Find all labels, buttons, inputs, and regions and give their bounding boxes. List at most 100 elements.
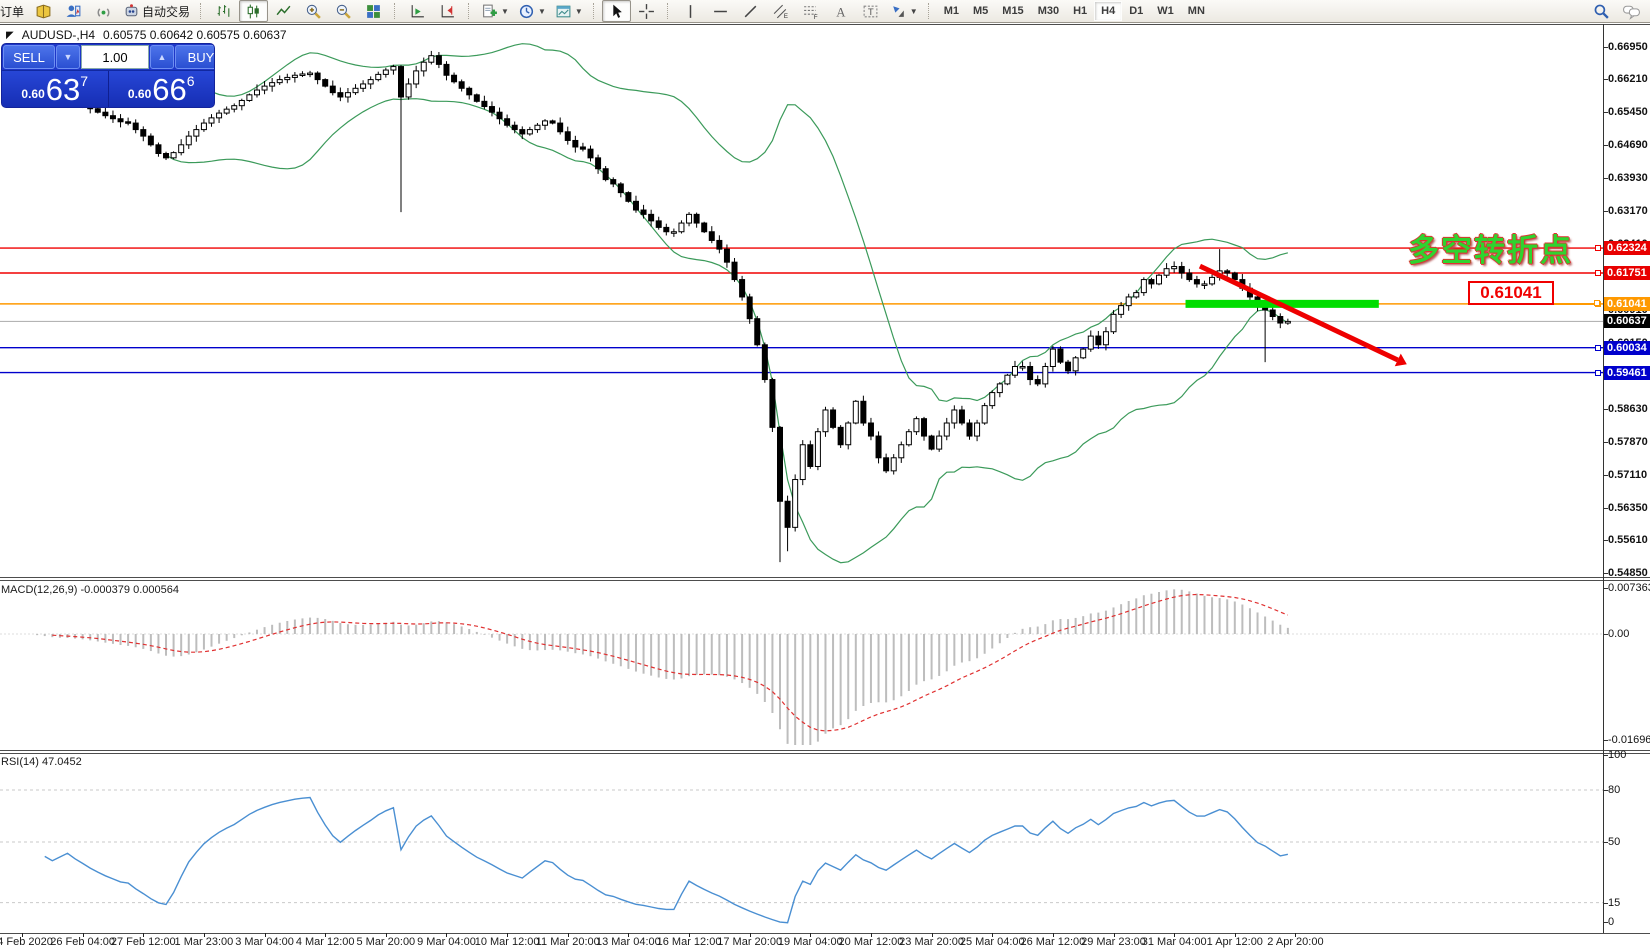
timeframe-m5[interactable]: M5 xyxy=(973,5,989,17)
time-tick xyxy=(870,933,872,937)
equidistant-channel-icon[interactable]: E xyxy=(766,0,795,22)
price-tick-label: 0.64690 xyxy=(1608,139,1648,152)
price-tick-label: 0.63170 xyxy=(1608,205,1648,218)
symbol-period-label: AUDUSD-,H4 xyxy=(21,28,96,42)
profile-icon[interactable] xyxy=(59,0,88,22)
level-anchor-square xyxy=(1595,369,1601,376)
horizontal-line-icon[interactable] xyxy=(706,0,735,22)
new-order-button[interactable]: 新订单 xyxy=(0,0,28,22)
sell-price-display[interactable]: 0.60 63 7 xyxy=(2,71,108,107)
candlestick-chart-icon[interactable] xyxy=(239,0,269,22)
signal-icon[interactable] xyxy=(89,0,118,22)
time-label: 1 Mar 23:00 xyxy=(174,936,234,948)
crosshair-icon[interactable] xyxy=(632,0,661,22)
callout-connector-line xyxy=(1554,303,1595,305)
price-tick xyxy=(1603,507,1608,509)
chevron-down-icon: ▼ xyxy=(574,6,583,16)
price-tick-label: 0.66950 xyxy=(1608,41,1648,53)
history-icon[interactable] xyxy=(29,0,58,22)
time-tick xyxy=(507,933,509,937)
time-tick xyxy=(82,933,84,937)
pane-separator[interactable] xyxy=(0,753,1650,754)
price-tick xyxy=(1603,441,1608,443)
time-tick xyxy=(931,933,933,937)
trendline-icon[interactable] xyxy=(736,0,765,22)
toolbar: 新订单 自动交易 xyxy=(0,0,1650,23)
text-label-icon[interactable]: T xyxy=(856,0,885,22)
toolbar-separator xyxy=(468,3,471,19)
autoscroll-icon[interactable] xyxy=(403,0,432,22)
price-tick-label: 0.66210 xyxy=(1608,73,1648,86)
time-tick xyxy=(264,933,266,937)
new-order-label: 新订单 xyxy=(0,4,25,19)
volume-decrease-button[interactable]: ▼ xyxy=(56,45,80,69)
price-tick xyxy=(1603,178,1608,180)
price-tick xyxy=(1603,112,1608,114)
volume-increase-button[interactable]: ▲ xyxy=(150,45,174,69)
time-tick xyxy=(1052,933,1054,937)
time-label: 20 Mar 12:00 xyxy=(838,936,904,948)
macd-axis-label: 0.00 xyxy=(1608,628,1630,640)
text-icon[interactable]: A xyxy=(826,0,855,22)
time-label: 31 Mar 04:00 xyxy=(1141,936,1207,948)
timeframe-mn[interactable]: MN xyxy=(1187,5,1205,17)
pane-separator[interactable] xyxy=(0,580,1650,581)
callout-anchor-square xyxy=(1594,300,1600,306)
timeframe-m1[interactable]: M1 xyxy=(943,5,959,17)
template-button[interactable]: ▼ xyxy=(551,0,587,22)
arrows-shapes-button[interactable]: ▼ xyxy=(886,0,922,22)
cursor-icon[interactable] xyxy=(601,0,631,22)
collapse-triangle-icon[interactable]: ◤ xyxy=(6,29,14,41)
time-tick xyxy=(810,933,812,937)
sell-price-prefix: 0.60 xyxy=(21,87,45,101)
buy-button[interactable]: BUY xyxy=(175,45,214,69)
rsi-axis-label: 50 xyxy=(1608,836,1621,848)
price-tick-label: 0.65450 xyxy=(1608,106,1648,119)
time-tick xyxy=(385,933,387,937)
svg-text:A: A xyxy=(836,5,846,19)
time-tick xyxy=(567,933,569,937)
time-tick xyxy=(203,933,205,937)
buy-price-display[interactable]: 0.60 66 6 xyxy=(107,71,214,107)
timeframe-m15[interactable]: M15 xyxy=(1002,5,1024,17)
fibonacci-icon[interactable]: F xyxy=(796,0,825,22)
price-chart[interactable] xyxy=(0,25,1603,577)
zoom-in-icon[interactable] xyxy=(299,0,328,22)
chat-icon[interactable] xyxy=(1617,0,1646,22)
timeframe-w1[interactable]: W1 xyxy=(1157,5,1174,17)
pane-separator[interactable] xyxy=(0,750,1650,751)
price-tick xyxy=(1603,474,1608,476)
line-chart-icon[interactable] xyxy=(269,0,298,22)
sell-button[interactable]: SELL xyxy=(3,45,55,69)
rsi-pane[interactable] xyxy=(0,754,1603,933)
zoom-out-icon[interactable] xyxy=(329,0,358,22)
vertical-line-icon[interactable] xyxy=(676,0,705,22)
svg-text:T: T xyxy=(868,7,874,18)
pane-separator[interactable] xyxy=(0,577,1650,578)
tile-windows-icon[interactable] xyxy=(359,0,388,22)
bar-chart-icon[interactable] xyxy=(209,0,238,22)
price-callout-label: 0.61041 xyxy=(1468,281,1554,305)
time-tick xyxy=(628,933,630,937)
rsi-tick xyxy=(1603,755,1608,757)
time-label: 1 Apr 12:00 xyxy=(1206,936,1263,948)
volume-input[interactable] xyxy=(81,45,149,69)
new-chart-button[interactable]: ▼ xyxy=(477,0,513,22)
timeframe-d1[interactable]: D1 xyxy=(1129,5,1144,17)
macd-tick xyxy=(1603,634,1608,635)
timeframe-h1[interactable]: H1 xyxy=(1073,5,1088,17)
time-label: 26 Mar 12:00 xyxy=(1020,936,1086,948)
timeframe-toolbar: M1 M5 M15 M30 H1 H4 D1 W1 MN xyxy=(937,1,1212,21)
period-button[interactable]: ▼ xyxy=(514,0,550,22)
buy-price-big: 66 xyxy=(152,72,187,107)
price-level-badge: 0.61041 xyxy=(1604,296,1650,311)
time-label: 26 Feb 04:00 xyxy=(50,936,116,948)
time-label: 25 Mar 04:00 xyxy=(959,936,1025,948)
timeframe-m30[interactable]: M30 xyxy=(1037,5,1060,17)
search-icon[interactable] xyxy=(1587,0,1616,22)
toolbar-separator xyxy=(666,3,670,19)
chart-shift-icon[interactable] xyxy=(433,0,462,22)
macd-pane[interactable] xyxy=(0,581,1603,750)
timeframe-h4[interactable]: H4 xyxy=(1094,1,1123,21)
autotrade-button[interactable]: 自动交易 xyxy=(119,0,194,22)
